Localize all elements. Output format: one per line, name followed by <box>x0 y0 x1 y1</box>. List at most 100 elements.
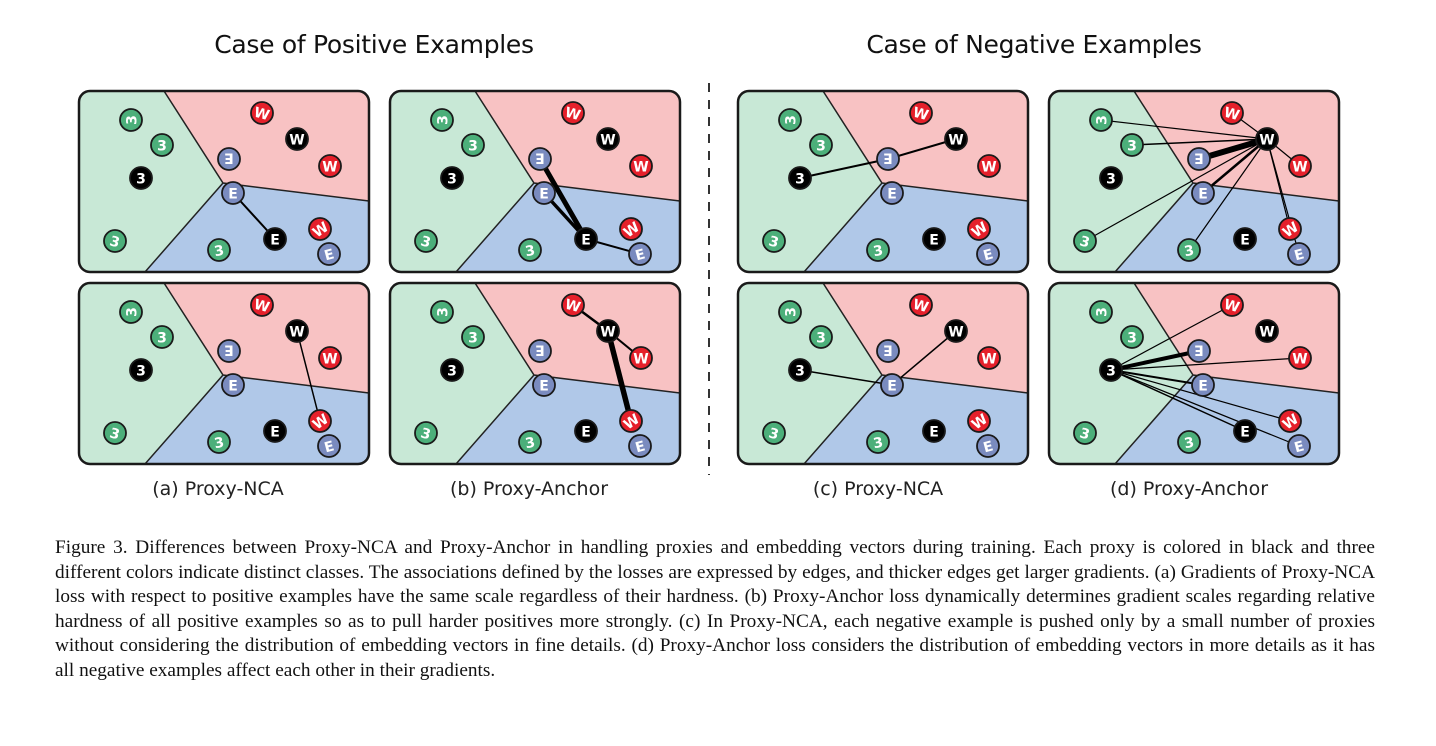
svg-text:W: W <box>563 105 582 124</box>
blue-example: E <box>1287 242 1311 266</box>
green-example: 3 <box>430 108 454 132</box>
association-edge <box>1131 138 1268 146</box>
red-example: W <box>629 346 653 370</box>
svg-text:3: 3 <box>795 172 805 188</box>
svg-text:W: W <box>1292 352 1307 368</box>
svg-text:3: 3 <box>436 115 452 125</box>
proxy-blue-class: E <box>574 419 598 443</box>
svg-text:E: E <box>887 187 897 203</box>
blue-region <box>804 375 1028 464</box>
svg-text:3: 3 <box>108 233 122 251</box>
association-edge <box>799 158 889 179</box>
svg-text:3: 3 <box>213 435 225 452</box>
svg-text:E: E <box>228 379 238 395</box>
association-edge <box>1110 304 1233 371</box>
red-example: W <box>619 409 643 433</box>
green-example: 3 <box>414 421 438 445</box>
svg-text:W: W <box>969 411 991 433</box>
svg-text:3: 3 <box>1127 331 1137 347</box>
red-example: W <box>619 217 643 241</box>
red-region <box>164 91 369 201</box>
svg-text:E: E <box>581 233 591 249</box>
svg-text:W: W <box>911 297 930 316</box>
green-example: 3 <box>207 238 231 262</box>
svg-text:E: E <box>535 150 545 166</box>
svg-text:3: 3 <box>524 435 536 452</box>
green-example: 3 <box>518 430 542 454</box>
svg-text:E: E <box>634 246 647 264</box>
blue-example: E <box>217 147 241 171</box>
association-edge <box>296 330 321 422</box>
blue-example: E <box>528 147 552 171</box>
panel-border <box>1047 281 1341 466</box>
svg-text:3: 3 <box>1106 364 1116 380</box>
svg-text:3: 3 <box>125 307 141 317</box>
association-edge <box>1110 357 1301 371</box>
red-example: W <box>1288 346 1312 370</box>
svg-text:3: 3 <box>468 331 478 347</box>
svg-text:W: W <box>600 133 615 149</box>
red-example: W <box>977 154 1001 178</box>
svg-text:E: E <box>323 438 336 456</box>
panel-border <box>388 89 682 274</box>
svg-text:3: 3 <box>1078 425 1092 443</box>
svg-text:3: 3 <box>524 243 536 260</box>
red-example: W <box>629 154 653 178</box>
green-example: 3 <box>150 133 174 157</box>
svg-text:E: E <box>1293 246 1306 264</box>
blue-region <box>1115 183 1339 272</box>
svg-text:E: E <box>1240 233 1250 249</box>
svg-text:3: 3 <box>157 139 167 155</box>
svg-text:W: W <box>322 352 337 368</box>
svg-text:W: W <box>1259 133 1274 149</box>
svg-text:3: 3 <box>767 233 781 251</box>
svg-text:3: 3 <box>468 139 478 155</box>
proxy-green-class: 3 <box>788 166 812 190</box>
svg-text:3: 3 <box>1183 435 1195 452</box>
blue-example: E <box>876 339 900 363</box>
red-example: W <box>318 346 342 370</box>
green-example: 3 <box>1177 238 1201 262</box>
svg-text:E: E <box>270 425 280 441</box>
panel-border <box>77 89 371 274</box>
red-region <box>823 283 1028 393</box>
svg-text:E: E <box>539 379 549 395</box>
svg-text:E: E <box>982 246 995 264</box>
green-example: 3 <box>518 238 542 262</box>
svg-text:W: W <box>1222 105 1241 124</box>
proxy-blue-class: E <box>922 227 946 251</box>
svg-text:W: W <box>563 297 582 316</box>
svg-text:3: 3 <box>447 172 457 188</box>
blue-example: E <box>880 181 904 205</box>
blue-example: E <box>532 181 556 205</box>
green-example: 3 <box>1089 300 1113 324</box>
heading-positive: Case of Positive Examples <box>214 30 534 59</box>
red-region <box>475 91 680 201</box>
svg-text:3: 3 <box>1095 307 1111 317</box>
svg-text:3: 3 <box>784 115 800 125</box>
blue-example: E <box>1191 181 1215 205</box>
association-edge <box>1201 137 1269 195</box>
panel-border <box>1047 89 1341 274</box>
svg-text:E: E <box>1194 150 1204 166</box>
green-example: 3 <box>1073 229 1097 253</box>
svg-text:E: E <box>883 342 893 358</box>
svg-text:3: 3 <box>419 425 433 443</box>
svg-text:E: E <box>228 187 238 203</box>
heading-negative: Case of Negative Examples <box>866 30 1202 59</box>
red-example: W <box>909 293 933 317</box>
blue-region <box>804 183 1028 272</box>
red-example: W <box>967 217 991 241</box>
svg-text:E: E <box>224 342 234 358</box>
association-edge <box>605 328 634 424</box>
svg-text:3: 3 <box>795 364 805 380</box>
green-example: 3 <box>1120 325 1144 349</box>
svg-text:E: E <box>270 233 280 249</box>
sublabel-b: (b) Proxy-Anchor <box>449 478 609 500</box>
svg-text:W: W <box>289 133 304 149</box>
